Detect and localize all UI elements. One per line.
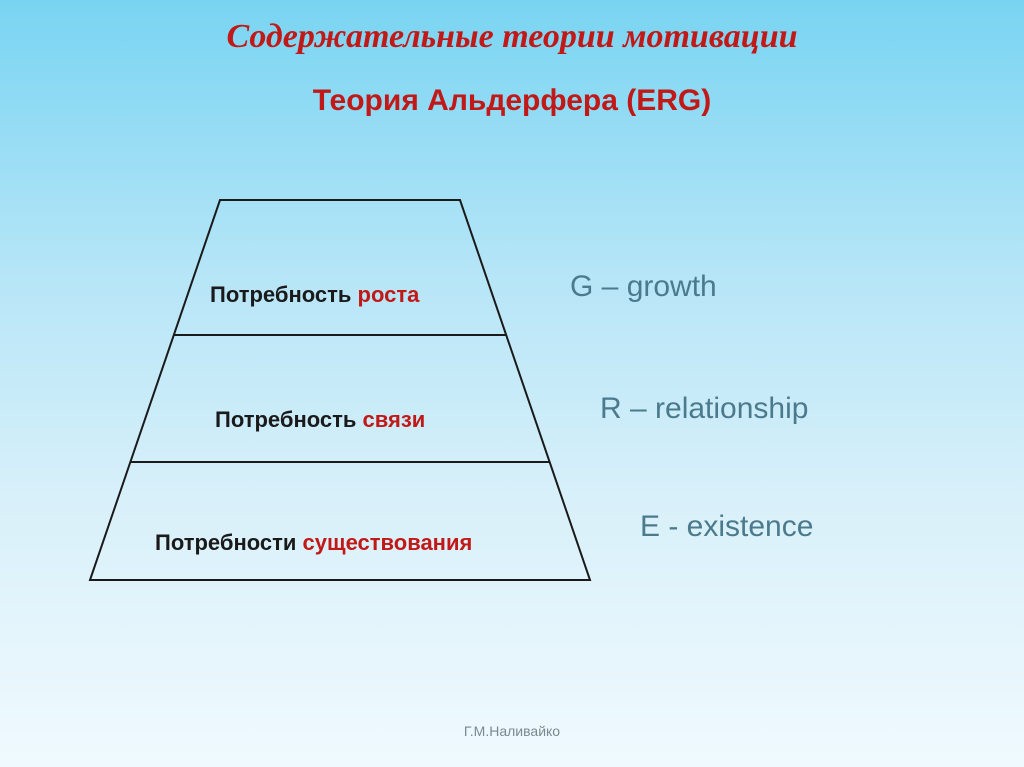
- label-text-red: роста: [358, 282, 420, 307]
- label-text-black: Потребность: [215, 407, 363, 432]
- label-text-red: существования: [303, 530, 473, 555]
- pyramid-level-relationship-label: Потребность связи: [215, 407, 425, 433]
- slide-subtitle: Теория Альдерфера (ERG): [0, 84, 1024, 118]
- slide-footer-author: Г.М.Наливайко: [0, 723, 1024, 739]
- label-text-black: Потребность: [210, 282, 358, 307]
- slide-main-title: Содержательные теории мотивации: [0, 18, 1024, 56]
- label-text-red: связи: [363, 407, 426, 432]
- english-label-growth: G – growth: [570, 270, 717, 304]
- label-text-black: Потребности: [155, 530, 303, 555]
- english-label-existence: E - existence: [640, 510, 813, 544]
- pyramid-level-growth-label: Потребность роста: [210, 282, 419, 308]
- pyramid-level-existence-label: Потребности существования: [155, 530, 472, 556]
- english-label-relationship: R – relationship: [600, 392, 808, 426]
